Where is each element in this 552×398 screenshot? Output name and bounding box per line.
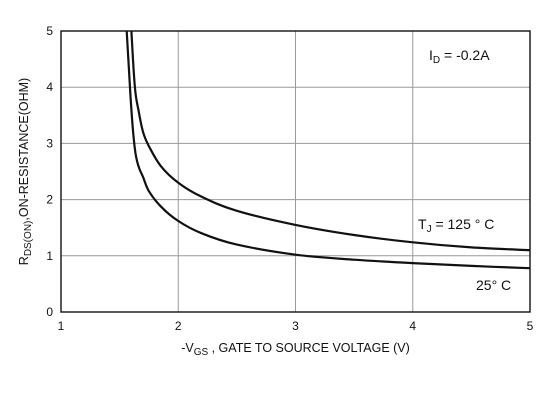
y-axis-label-subscript: DS(ON) — [23, 221, 34, 257]
x-axis-label-subscript: GS — [194, 347, 209, 358]
x-tick-label: 2 — [175, 319, 182, 333]
y-tick-label: 0 — [46, 305, 53, 319]
y-tick-label: 1 — [46, 249, 53, 263]
x-axis-label: -VGS , GATE TO SOURCE VOLTAGE (V) — [181, 341, 410, 358]
temp-125-prefix: T — [418, 216, 427, 232]
series-line-2 — [125, 31, 530, 270]
drain-current-subscript: D — [433, 55, 440, 66]
temp-25-annotation: 25° C — [476, 277, 511, 293]
grid-lines — [61, 31, 530, 312]
y-tick-label: 2 — [46, 193, 53, 207]
temp-125-annotation: TJ = 125 ° C — [418, 216, 494, 235]
temp-125-suffix: = 125 ° C — [432, 216, 495, 232]
x-tick-label: 3 — [292, 319, 299, 333]
y-axis-label: RDS(ON),ON-RESISTANCE(OHM) — [17, 78, 34, 265]
drain-current-suffix: = -0.2A — [440, 47, 490, 63]
drain-current-annotation: ID = -0.2A — [429, 47, 490, 66]
y-tick-label: 5 — [46, 24, 53, 38]
drain-current-prefix: I — [429, 47, 433, 63]
y-tick-label: 3 — [46, 136, 53, 150]
series-line-1 — [130, 31, 530, 252]
series-lines — [125, 31, 530, 270]
y-axis-label-suffix: ,ON-RESISTANCE(OHM) — [17, 78, 31, 221]
x-axis-label-prefix: -V — [181, 341, 194, 355]
temp-125-subscript: J — [427, 224, 432, 235]
x-tick-label: 4 — [409, 319, 416, 333]
y-tick-label: 4 — [46, 80, 53, 94]
y-axis-label-prefix: R — [17, 256, 31, 265]
plot-frame — [60, 30, 531, 313]
x-tick-label: 5 — [527, 319, 534, 333]
x-tick-label: 1 — [58, 319, 65, 333]
x-axis-label-suffix: , GATE TO SOURCE VOLTAGE (V) — [208, 341, 410, 355]
